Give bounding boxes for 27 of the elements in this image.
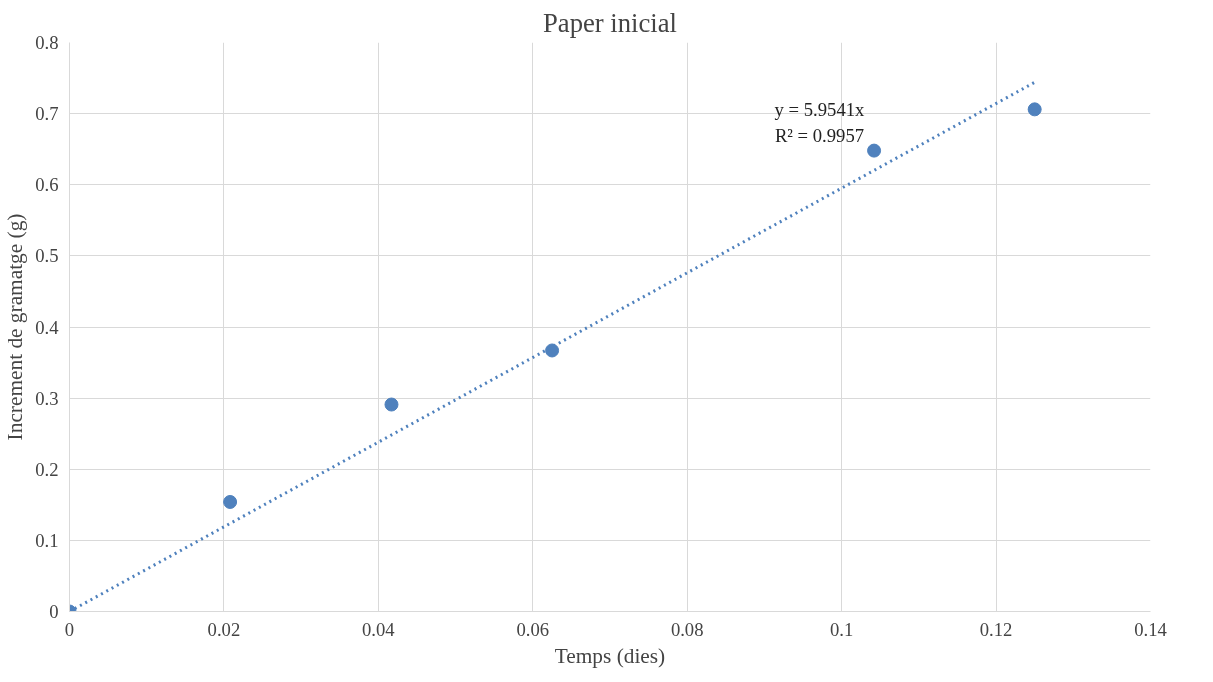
x-tick-label: 0.04 <box>362 618 396 640</box>
y-tick-label: 0.5 <box>35 245 59 267</box>
x-tick-label: 0.1 <box>829 618 854 640</box>
y-axis-title: Increment de gramatge (g) <box>3 213 28 441</box>
point <box>223 494 238 509</box>
x-axis-title: Temps (dies) <box>554 643 666 668</box>
y-tick-label: 0.8 <box>35 32 59 53</box>
point <box>545 343 560 358</box>
y-tick-label: 0.7 <box>35 103 59 125</box>
y-tick-label: 0.2 <box>35 458 59 480</box>
x-tick-label: 0 <box>64 618 75 640</box>
x-tick-label: 0.06 <box>516 618 550 640</box>
annotation: y = 5.9541x <box>774 98 866 120</box>
point <box>1027 102 1042 117</box>
y-tick-label: 0.1 <box>35 529 59 551</box>
y-tick-label: 0 <box>49 601 59 622</box>
y-tick-label: 0.3 <box>35 387 59 409</box>
y-tick-label: 0.6 <box>35 174 59 196</box>
x-tick-label: 0.02 <box>207 618 241 640</box>
point <box>867 143 882 158</box>
annotation: R² = 0.9957 <box>774 124 865 146</box>
x-tick-label: 0.12 <box>979 618 1013 640</box>
y-tick-label: 0.4 <box>35 316 60 338</box>
chart-title: Paper inicial <box>543 7 677 38</box>
point <box>384 397 399 412</box>
x-tick-label: 0.14 <box>1134 618 1168 640</box>
x-tick-label: 0.08 <box>670 618 704 640</box>
